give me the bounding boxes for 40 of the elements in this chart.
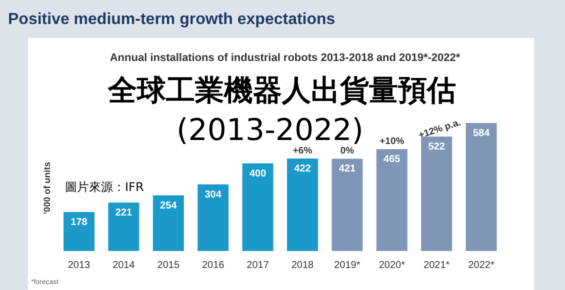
x-tick-label: 2017	[246, 260, 270, 271]
data-label: 422	[294, 164, 312, 175]
bar	[64, 212, 94, 251]
bar	[421, 136, 452, 251]
x-tick-label: 2016	[202, 260, 225, 271]
x-tick-label: 2014	[112, 260, 136, 271]
bar	[287, 158, 318, 251]
bar	[152, 195, 184, 251]
bar	[198, 184, 229, 251]
x-tick-label: 2013	[68, 260, 91, 271]
annotation: +6%	[292, 146, 313, 157]
x-tick-label: 2015	[157, 260, 180, 271]
annotation: (2013-2022)	[176, 113, 364, 148]
bar	[108, 202, 140, 251]
bar	[376, 149, 408, 251]
x-tick-label: 2019*	[334, 260, 360, 271]
x-tick-label: 2022*	[468, 260, 494, 271]
data-label: 421	[338, 164, 356, 175]
data-label: 254	[160, 200, 178, 212]
data-label: 178	[70, 216, 88, 228]
chart-subtitle: Annual installations of industrial robots 2013-2018 and 2019*-2022*	[110, 52, 461, 64]
data-label: 400	[249, 168, 267, 180]
data-label: 221	[115, 208, 132, 219]
annotation: +10%	[380, 136, 405, 148]
chart-title: Positive medium-term growth expectations	[8, 11, 336, 28]
annotation: 0%	[340, 146, 355, 157]
annotation: 圖片來源：IFR	[65, 180, 144, 194]
annotation: +12% p.a.	[417, 117, 462, 142]
bar	[466, 123, 497, 251]
x-tick-label: 2021*	[424, 260, 450, 271]
data-label: 465	[384, 154, 401, 166]
data-label: 304	[204, 189, 222, 200]
bar	[332, 158, 363, 251]
data-label: 522	[428, 142, 446, 153]
x-tick-label: 2020*	[378, 260, 406, 271]
bar	[242, 163, 274, 251]
text: 全球工業機器人出貨量預估	[107, 73, 456, 107]
y-axis-title: '000 of units	[42, 162, 52, 214]
data-label: 584	[472, 128, 490, 139]
x-tick-label: 2018	[291, 260, 314, 271]
